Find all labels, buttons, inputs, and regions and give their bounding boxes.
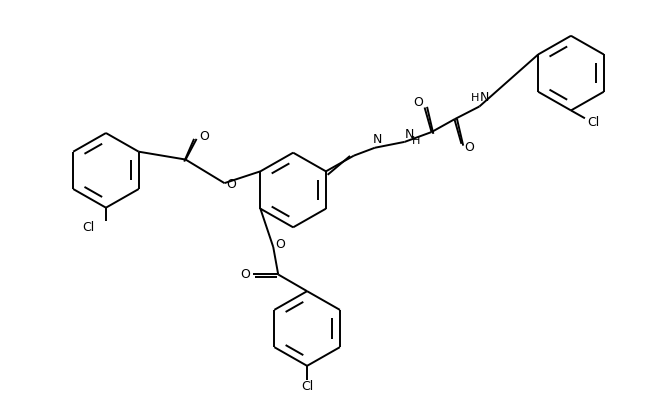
- Text: Cl: Cl: [587, 116, 599, 129]
- Text: O: O: [241, 268, 250, 281]
- Text: N: N: [480, 91, 489, 104]
- Text: O: O: [227, 178, 237, 191]
- Text: N: N: [405, 128, 415, 141]
- Text: O: O: [465, 141, 474, 154]
- Text: Cl: Cl: [301, 380, 313, 393]
- Text: N: N: [373, 134, 382, 147]
- Text: O: O: [414, 96, 424, 109]
- Text: H: H: [411, 136, 420, 146]
- Text: O: O: [275, 237, 285, 250]
- Text: H: H: [471, 93, 480, 103]
- Text: Cl: Cl: [82, 221, 94, 234]
- Text: O: O: [200, 130, 210, 143]
